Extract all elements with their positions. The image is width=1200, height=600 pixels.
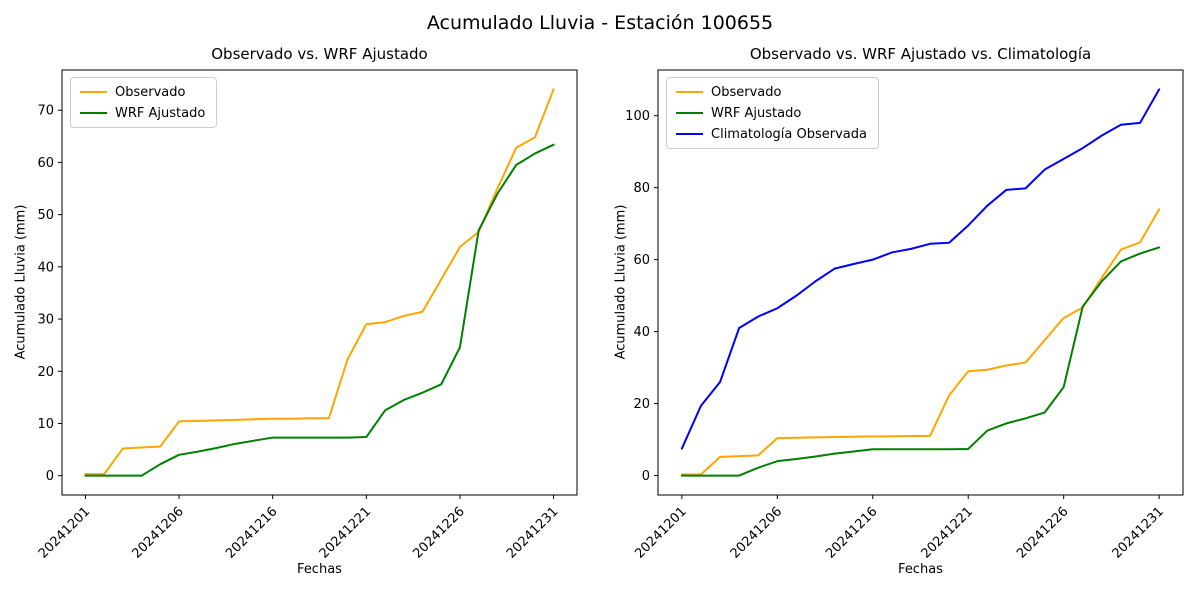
series-line-wrf-ajustado (680, 246, 1161, 477)
right-chart: Observado vs. WRF Ajustado vs. Climatolo… (600, 0, 1200, 600)
y-tick-label: 80 (633, 181, 650, 196)
y-tick-label: 40 (37, 260, 54, 275)
left-x-axis-label: Fechas (297, 562, 342, 577)
right-legend: Observado WRF Ajustado Climatología Obse… (666, 77, 879, 149)
observado-line-swatch (676, 90, 703, 94)
x-tick-label: 20241226 (410, 504, 467, 561)
x-tick-label: 20241231 (504, 504, 561, 561)
x-tick-label: 20241226 (1014, 504, 1071, 561)
y-tick-label: 20 (37, 365, 54, 380)
y-tick-label: 20 (633, 397, 650, 412)
plot-border (61, 69, 578, 496)
left-chart-canvas: 0 10 20 30 40 50 60 70 20241201 20241206 20241216 2… (36, 69, 578, 562)
legend-label-wrf-ajustado: WRF Ajustado (711, 105, 802, 121)
legend-entry-observado: Observado (80, 84, 205, 100)
legend-label-observado: Observado (115, 84, 186, 100)
x-tick-label: 20241216 (223, 504, 280, 561)
y-tick-label: 0 (46, 469, 54, 484)
right-chart-title: Observado vs. WRF Ajustado vs. Climatolo… (749, 45, 1092, 63)
y-tick-label: 40 (633, 325, 650, 340)
legend-entry-wrf-ajustado: WRF Ajustado (80, 105, 205, 121)
y-tick-label: 10 (37, 417, 54, 432)
observado-line-swatch (80, 90, 107, 94)
wrf-ajustado-line-swatch (80, 111, 107, 115)
legend-label-observado: Observado (711, 84, 782, 100)
figure-title: Acumulado Lluvia - Estación 100655 (426, 12, 774, 34)
right-x-axis-label: Fechas (898, 562, 943, 577)
x-tick-label: 20241221 (919, 504, 976, 561)
climatologia-line-swatch (676, 132, 703, 136)
left-legend: Observado WRF Ajustado (70, 77, 218, 128)
legend-entry-observado: Observado (676, 84, 867, 100)
legend-label-wrf-ajustado: WRF Ajustado (115, 105, 206, 121)
x-tick-label: 20241221 (317, 504, 374, 561)
y-tick-label: 0 (642, 469, 650, 484)
legend-entry-wrf-ajustado: WRF Ajustado (676, 105, 867, 121)
right-chart-canvas: 0 20 40 60 80 100 20241201 20241206 20241216 2024… (625, 69, 1184, 562)
x-tick-label: 20241231 (1110, 504, 1167, 561)
legend-entry-climatologia-observada: Climatología Observada (676, 126, 867, 142)
x-tick-label: 20241201 (632, 504, 689, 561)
x-tick-label: 20241206 (728, 504, 785, 561)
legend-label-climatologia-observada: Climatología Observada (711, 126, 867, 142)
y-tick-label: 60 (633, 253, 650, 268)
series-line-wrf-ajustado (84, 143, 555, 477)
x-tick-label: 20241201 (36, 504, 93, 561)
wrf-ajustado-line-swatch (676, 111, 703, 115)
y-tick-label: 70 (37, 104, 54, 119)
series-line-observado (680, 208, 1161, 476)
series-line-climatología-observada (680, 88, 1161, 450)
series-line-observado (84, 88, 555, 476)
left-chart-title: Observado vs. WRF Ajustado (211, 45, 428, 63)
y-tick-label: 60 (37, 156, 54, 171)
left-chart: Observado vs. WRF Ajustado Acumulado Llu… (14, 45, 578, 577)
y-tick-label: 30 (37, 313, 54, 328)
y-tick-label: 100 (625, 109, 650, 124)
x-tick-label: 20241206 (129, 504, 186, 561)
y-tick-label: 50 (37, 208, 54, 223)
x-tick-label: 20241216 (823, 504, 880, 561)
plot-border (657, 69, 1184, 496)
